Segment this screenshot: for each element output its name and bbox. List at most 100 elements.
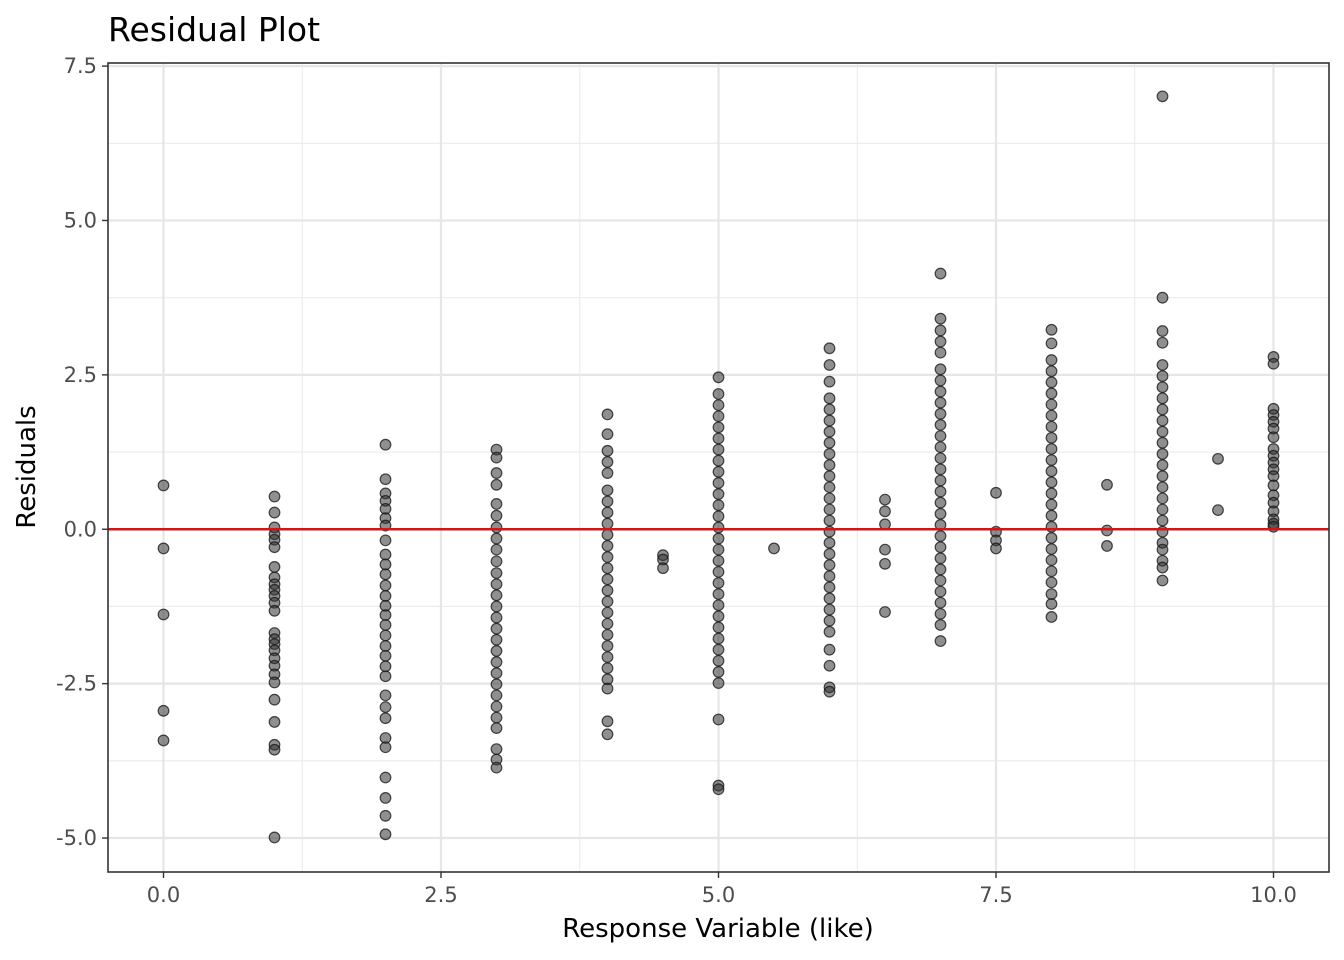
data-point: [379, 701, 392, 714]
data-point: [601, 715, 614, 728]
data-point: [712, 577, 725, 589]
data-point: [1156, 561, 1169, 574]
data-point: [157, 704, 170, 717]
data-point: [934, 607, 947, 620]
data-point: [1156, 425, 1169, 438]
data-point: [1156, 492, 1169, 505]
data-point: [823, 559, 836, 571]
data-point: [712, 599, 725, 612]
data-point: [157, 734, 170, 747]
data-point: [601, 528, 614, 541]
data-point: [1045, 354, 1058, 366]
data-point: [379, 712, 392, 725]
data-point: [823, 659, 836, 672]
data-point: [379, 438, 392, 451]
data-point: [879, 557, 891, 570]
data-points: [157, 90, 1280, 844]
data-point: [157, 608, 170, 621]
data-point: [490, 761, 503, 774]
data-point: [712, 410, 725, 423]
data-point: [823, 492, 836, 505]
data-point: [1267, 520, 1280, 533]
data-point: [1156, 90, 1169, 103]
data-point: [934, 335, 947, 348]
data-point: [1045, 387, 1058, 400]
data-point: [823, 359, 836, 371]
data-point: [1045, 487, 1058, 500]
data-point: [1156, 403, 1169, 416]
data-point: [1045, 443, 1058, 455]
data-point: [379, 660, 392, 673]
data-point: [934, 407, 947, 420]
data-point: [490, 645, 503, 657]
data-point: [1045, 420, 1058, 433]
data-point: [823, 481, 836, 494]
data-point: [823, 625, 836, 638]
data-point: [1156, 325, 1169, 337]
data-point: [379, 791, 392, 804]
chart-title: Residual Plot: [108, 10, 320, 49]
data-point: [268, 716, 281, 728]
data-point: [1156, 459, 1169, 471]
data-point: [823, 603, 836, 616]
data-point: [934, 267, 947, 280]
data-point: [379, 609, 392, 621]
data-point: [1156, 448, 1169, 460]
data-point: [823, 448, 836, 460]
data-point: [934, 541, 947, 554]
data-point: [490, 451, 503, 464]
data-point: [601, 467, 614, 479]
data-point: [934, 485, 947, 498]
data-point: [712, 783, 725, 796]
data-point: [1156, 503, 1169, 516]
data-point: [934, 418, 947, 431]
y-axis-ticks: -5.0 -2.5 0.0 2.5 5.0 7.5: [56, 54, 108, 850]
data-point: [823, 514, 836, 527]
data-point: [490, 467, 503, 479]
data-point: [1045, 409, 1058, 422]
data-point: [490, 532, 503, 545]
data-point: [490, 667, 503, 680]
x-tick-label: 10.0: [1250, 883, 1297, 907]
data-point: [934, 346, 947, 359]
data-point: [934, 463, 947, 476]
data-point: [268, 561, 281, 573]
data-point: [601, 606, 614, 619]
data-point: [879, 505, 891, 518]
data-point: [1045, 465, 1058, 478]
data-point: [1045, 431, 1058, 444]
data-point: [268, 506, 281, 519]
data-point: [823, 425, 836, 438]
data-point: [1045, 554, 1058, 567]
data-point: [934, 385, 947, 398]
data-point: [1045, 611, 1058, 623]
data-point: [490, 689, 503, 702]
data-point: [490, 498, 503, 510]
data-point: [768, 542, 780, 555]
data-point: [712, 713, 725, 726]
data-point: [712, 554, 725, 567]
y-axis-title: Residuals: [12, 405, 42, 528]
data-point: [1156, 392, 1169, 405]
data-point: [601, 617, 614, 630]
data-point: [490, 521, 503, 534]
data-point: [934, 363, 947, 376]
data-point: [712, 421, 725, 434]
data-point: [879, 543, 891, 556]
data-point: [823, 592, 836, 605]
data-point: [379, 558, 392, 571]
data-point: [823, 525, 836, 538]
x-tick-label: 7.5: [979, 883, 1012, 907]
data-point: [1267, 431, 1280, 444]
data-point: [712, 443, 725, 456]
data-point: [601, 562, 614, 575]
data-point: [934, 552, 947, 565]
data-point: [601, 640, 614, 652]
data-point: [268, 541, 281, 554]
data-point: [657, 562, 669, 575]
data-point: [934, 474, 947, 487]
data-point: [1045, 476, 1058, 489]
data-point: [601, 682, 614, 695]
data-point: [934, 452, 947, 465]
data-point: [1045, 323, 1058, 336]
